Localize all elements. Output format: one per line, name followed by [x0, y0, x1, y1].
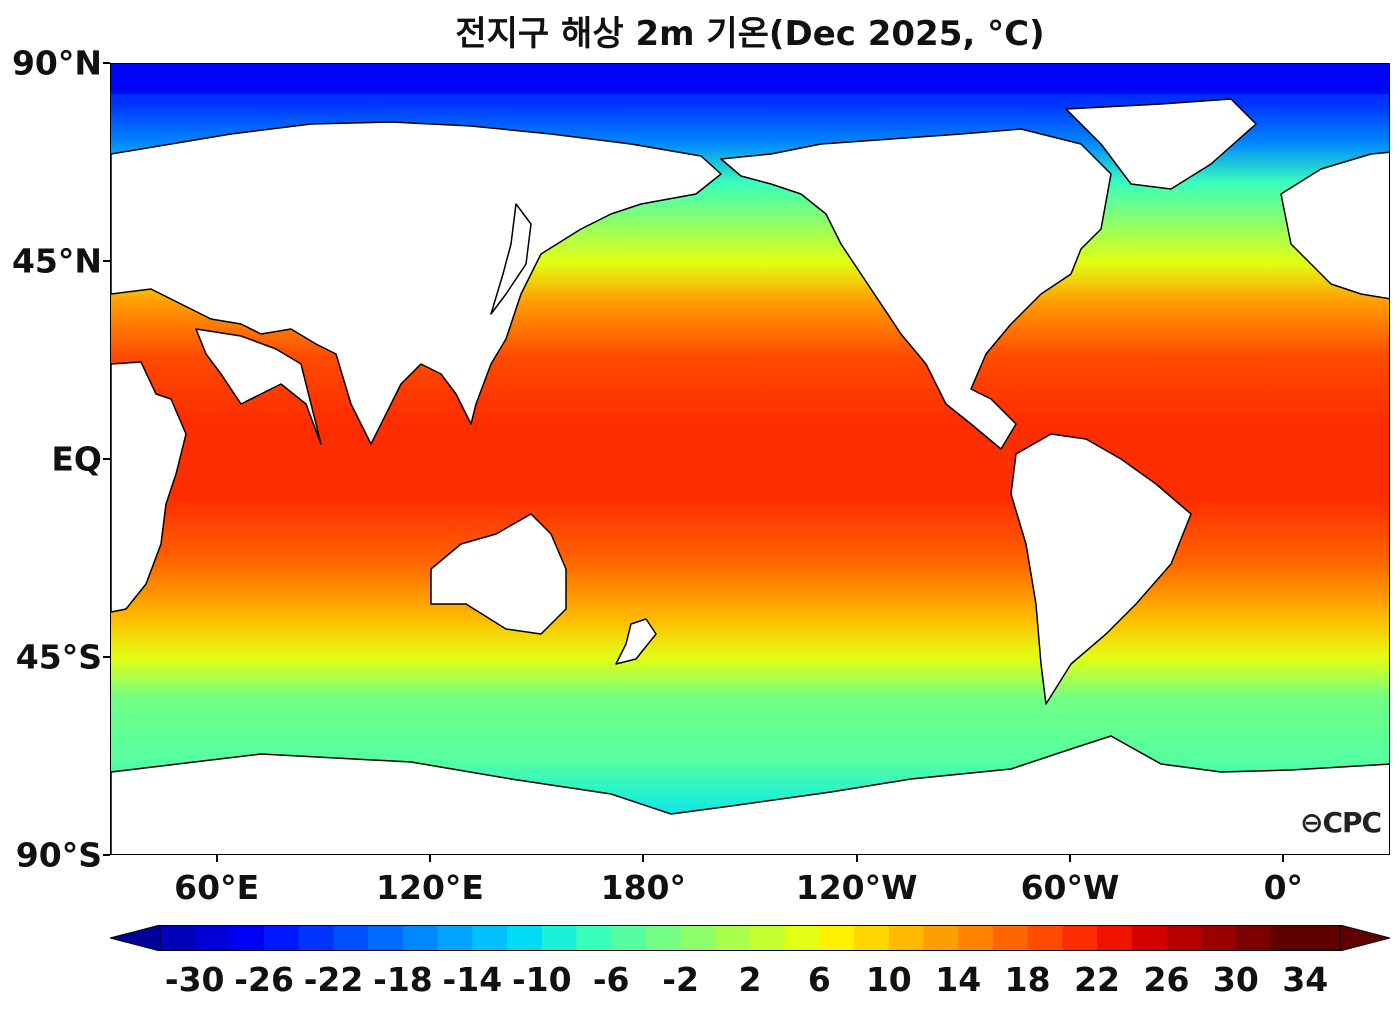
- colorbar-bin: [992, 925, 1029, 951]
- colorbar-bin: [1027, 925, 1063, 951]
- page-title: 전지구 해상 2m 기온(Dec 2025, °C): [455, 14, 1045, 54]
- lat-tick-mark: [103, 458, 110, 460]
- colorbar-bin: [507, 925, 543, 951]
- colorbar-bin: [1270, 925, 1306, 951]
- colorbar-bin: [1062, 925, 1098, 951]
- lon-tick-mark: [1069, 855, 1071, 862]
- lat-tick-mark: [103, 62, 110, 64]
- lon-tick-mark: [855, 855, 858, 862]
- lon-tick-label: 0°: [1263, 868, 1304, 907]
- colorbar-tick-label: 10: [865, 960, 912, 999]
- lon-tick-label: 60°W: [1020, 868, 1120, 907]
- lat-tick-label: 45°S: [15, 637, 102, 677]
- land-north-america: [720, 128, 1112, 450]
- colorbar-bin: [715, 925, 751, 951]
- lat-tick-mark: [103, 260, 110, 262]
- lon-tick-label: 120°E: [376, 868, 484, 907]
- colorbar-tick-label: -30: [164, 960, 225, 999]
- lon-tick-mark: [429, 855, 431, 862]
- cpc-logo: ⊖CPC: [1300, 806, 1382, 839]
- colorbar-tick-label: 2: [738, 960, 762, 999]
- map-frame: [110, 63, 1390, 855]
- colorbar-bin: [611, 925, 647, 951]
- land-india: [195, 328, 322, 445]
- colorbar-tick-label: -26: [234, 960, 294, 999]
- colorbar-tick-label: 14: [935, 960, 982, 999]
- colorbar-tick-label: -18: [373, 960, 433, 999]
- logo-mark-icon: ⊖: [1300, 806, 1323, 839]
- logo-text: CPC: [1322, 806, 1382, 839]
- lat-tick-label: EQ: [51, 439, 102, 479]
- colorbar-bin: [1097, 925, 1133, 951]
- colorbar-bin: [368, 925, 404, 951]
- colorbar-extend-high: [1339, 925, 1390, 951]
- colorbar-bin: [1131, 925, 1167, 951]
- lat-tick-label: 90°N: [11, 43, 102, 83]
- lon-tick-label: 60°E: [174, 868, 260, 907]
- land-europe: [1280, 151, 1389, 300]
- colorbar-tick-label: -2: [662, 960, 699, 999]
- colorbar-bin: [1235, 925, 1272, 951]
- colorbar-bin: [784, 925, 820, 951]
- land-antarctica: [111, 735, 1389, 854]
- temperature-map: [111, 64, 1389, 854]
- land-new-zealand: [615, 618, 657, 665]
- colorbar-tick-label: 30: [1212, 960, 1259, 999]
- colorbar-frame: [159, 925, 1341, 951]
- colorbar-extend-low: [110, 925, 161, 951]
- colorbar-bin: [923, 925, 959, 951]
- colorbar-bin: [472, 925, 508, 951]
- colorbar-bin: [1166, 925, 1202, 951]
- colorbar-tick-label: 26: [1143, 960, 1190, 999]
- lon-tick-label: 120°W: [795, 868, 918, 907]
- colorbar-bin: [854, 925, 890, 951]
- colorbar-bin: [264, 925, 300, 951]
- colorbar-bin: [298, 925, 335, 951]
- lon-tick-mark: [215, 855, 218, 862]
- land-eurasia: [111, 121, 722, 445]
- colorbar-bin: [1305, 925, 1341, 951]
- lon-tick-mark: [642, 855, 645, 862]
- arctic-cold-band: [111, 64, 1389, 94]
- colorbar-tick-label: 6: [807, 960, 831, 999]
- colorbar-bin: [229, 925, 265, 951]
- colorbar: [110, 925, 1390, 951]
- colorbar-bin: [160, 925, 196, 951]
- colorbar-bin: [402, 925, 439, 951]
- lat-tick-label: 90°S: [15, 835, 102, 875]
- colorbar-bin: [888, 925, 925, 951]
- colorbar-bin: [333, 925, 369, 951]
- land-australia: [430, 513, 567, 635]
- lon-tick-label: 180°: [600, 868, 687, 907]
- colorbar-tick-label: -10: [511, 960, 572, 999]
- land-south-america: [1010, 433, 1192, 705]
- colorbar-tick-label: 18: [1004, 960, 1051, 999]
- land-greenland: [1065, 98, 1257, 190]
- colorbar-bin: [645, 925, 682, 951]
- colorbar-bin: [437, 925, 473, 951]
- colorbar-tick-label: 22: [1074, 960, 1121, 999]
- land-africa: [111, 361, 187, 613]
- lat-tick-mark: [103, 854, 110, 856]
- lon-tick-mark: [1282, 855, 1285, 862]
- colorbar-bin: [680, 925, 716, 951]
- colorbar-bin: [819, 925, 855, 951]
- colorbar-tick-label: -6: [592, 960, 630, 999]
- colorbar-bin: [194, 925, 230, 951]
- colorbar-bin: [541, 925, 577, 951]
- lat-tick-mark: [103, 656, 110, 658]
- colorbar-tick-label: 34: [1282, 960, 1329, 999]
- colorbar-bin: [958, 925, 994, 951]
- colorbar-bin: [750, 925, 786, 951]
- land-masses: [111, 98, 1389, 854]
- lat-tick-label: 45°N: [11, 241, 102, 281]
- colorbar-tick-label: -22: [303, 960, 364, 999]
- land-japan: [490, 203, 532, 315]
- colorbar-bin: [1201, 925, 1237, 951]
- colorbar-tick-label: -14: [442, 960, 503, 999]
- colorbar-bin: [576, 925, 612, 951]
